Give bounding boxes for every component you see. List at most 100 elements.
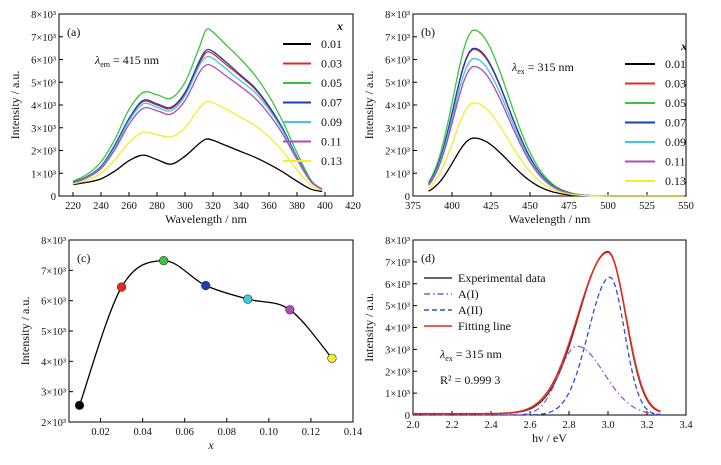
y-tick-label: 2×10³ xyxy=(31,147,56,158)
series-line-0.11 xyxy=(72,63,323,190)
y-axis-label: Intensity / a.u. xyxy=(362,293,376,362)
annotation-symbol: λ xyxy=(511,60,517,74)
legend-entry: 0.01 xyxy=(321,37,342,51)
panel-label: (a) xyxy=(67,25,80,39)
data-point xyxy=(201,280,211,291)
data-point xyxy=(285,305,295,315)
series-line-0.13 xyxy=(72,100,323,191)
x-tick-label: 0.10 xyxy=(260,427,278,438)
y-tick-label: 4×10³ xyxy=(385,101,410,112)
annotation-value: = 315 nm xyxy=(525,60,575,74)
x-axis-label: x xyxy=(207,438,214,452)
annotation-subscript: ex xyxy=(445,354,453,363)
y-tick-label: 5×10³ xyxy=(385,78,410,89)
x-tick-label: 380 xyxy=(289,201,305,212)
annotation-subscript: em xyxy=(100,60,111,69)
x-tick-label: 320 xyxy=(205,201,221,212)
x-tick-label: 3.0 xyxy=(601,420,614,431)
y-axis-label: Intensity / a.u. xyxy=(18,297,32,366)
y-tick-label: 8×10³ xyxy=(385,10,410,21)
series-line-0.03 xyxy=(72,51,323,190)
y-tick-label: 8×10³ xyxy=(41,236,66,247)
legend-entry: 0.07 xyxy=(321,96,342,110)
x-axis-label: hν / eV xyxy=(532,431,567,445)
data-point xyxy=(327,353,337,363)
x-tick-label: 525 xyxy=(639,201,655,212)
data-point xyxy=(116,282,127,292)
x-tick-label: 0.12 xyxy=(302,427,320,438)
y-axis-label: Intensity / a.u. xyxy=(8,71,22,140)
y-tick-label: 1×10³ xyxy=(385,169,410,180)
legend-entry: 0.03 xyxy=(321,57,342,71)
y-tick-label: 7×10³ xyxy=(385,33,410,44)
legend-entry: 0.03 xyxy=(665,77,686,91)
y-tick-label: 6×10³ xyxy=(385,280,410,291)
legend-entry: 0.05 xyxy=(321,76,342,90)
series-line-0.07 xyxy=(72,48,323,190)
x-tick-label: 0.04 xyxy=(133,427,152,438)
annotation-value: = 415 nm xyxy=(110,53,160,67)
y-axis-label: Intensity / a.u. xyxy=(362,71,376,140)
annotation-subscript: ex xyxy=(517,67,525,76)
plot-frame-0 xyxy=(58,13,354,197)
x-tick-label: 0.08 xyxy=(218,427,236,438)
a-ii-line xyxy=(413,276,661,416)
x-tick-label: 280 xyxy=(149,201,165,212)
annotation-symbol: λ xyxy=(439,347,445,361)
legend-entry: 0.09 xyxy=(321,115,342,129)
y-tick-label: 6×10³ xyxy=(385,56,410,67)
legend-entry: 0.05 xyxy=(665,96,686,110)
legend-entry: Fitting line xyxy=(458,319,511,333)
legend-title: x xyxy=(336,19,343,33)
x-tick-label: 260 xyxy=(121,201,137,212)
y-tick-label: 0 xyxy=(405,192,410,203)
y-tick-label: 5×10³ xyxy=(385,302,410,313)
y-tick-label: 7×10³ xyxy=(41,266,66,277)
legend-entry: 0.07 xyxy=(665,116,686,130)
x-tick-label: 550 xyxy=(678,201,694,212)
y-tick-label: 7×10³ xyxy=(31,33,56,44)
series-line-0.05 xyxy=(428,29,685,197)
x-tick-label: 0.14 xyxy=(344,427,363,438)
y-tick-label: 8×10³ xyxy=(31,10,56,21)
legend-entry: A(II) xyxy=(458,303,483,317)
y-tick-label: 5×10³ xyxy=(41,327,66,338)
y-tick-label: 5×10³ xyxy=(31,78,56,89)
data-point xyxy=(243,294,253,304)
y-tick-label: 8×10³ xyxy=(385,236,410,247)
y-tick-label: 3×10³ xyxy=(385,124,410,135)
y-tick-label: 6×10³ xyxy=(41,297,66,308)
y-tick-label: 0 xyxy=(51,192,56,203)
legend-title: x xyxy=(680,39,687,53)
annotation-text: λem = 415 nm xyxy=(94,53,160,69)
legend-entry: 0.13 xyxy=(665,174,686,188)
series-line-0.09 xyxy=(428,57,685,197)
y-tick-label: 4×10³ xyxy=(385,324,410,335)
x-tick-label: 2.0 xyxy=(406,420,419,431)
annotation-value: = 315 nm xyxy=(453,347,503,361)
x-tick-label: 400 xyxy=(317,201,333,212)
x-tick-label: 240 xyxy=(93,201,109,212)
x-tick-label: 0.06 xyxy=(176,427,194,438)
y-tick-label: 3×10³ xyxy=(385,345,410,356)
annotation-text: λex = 315 nm xyxy=(439,347,503,363)
x-tick-label: 420 xyxy=(345,201,361,212)
y-tick-label: 4×10³ xyxy=(41,357,66,368)
r-squared-annotation: R² = 0.999 3 xyxy=(440,373,500,387)
y-tick-label: 1×10³ xyxy=(385,389,410,400)
x-tick-label: 475 xyxy=(561,201,577,212)
x-tick-label: 500 xyxy=(600,201,616,212)
y-tick-label: 3×10³ xyxy=(41,388,66,399)
x-tick-label: 400 xyxy=(444,201,460,212)
legend-entry: 0.11 xyxy=(321,135,342,149)
x-tick-label: 3.2 xyxy=(640,420,653,431)
annotation-text: λex = 315 nm xyxy=(511,60,575,76)
x-axis-label: Wavelength / nm xyxy=(509,212,591,226)
y-tick-label: 1×10³ xyxy=(31,169,56,180)
series-line-0.01 xyxy=(72,138,323,193)
x-tick-label: 2.8 xyxy=(562,420,575,431)
legend-entry: Experimental data xyxy=(458,271,546,285)
legend-entry: 0.13 xyxy=(321,154,342,168)
x-tick-label: 360 xyxy=(261,201,277,212)
legend-entry: A(I) xyxy=(458,287,479,301)
